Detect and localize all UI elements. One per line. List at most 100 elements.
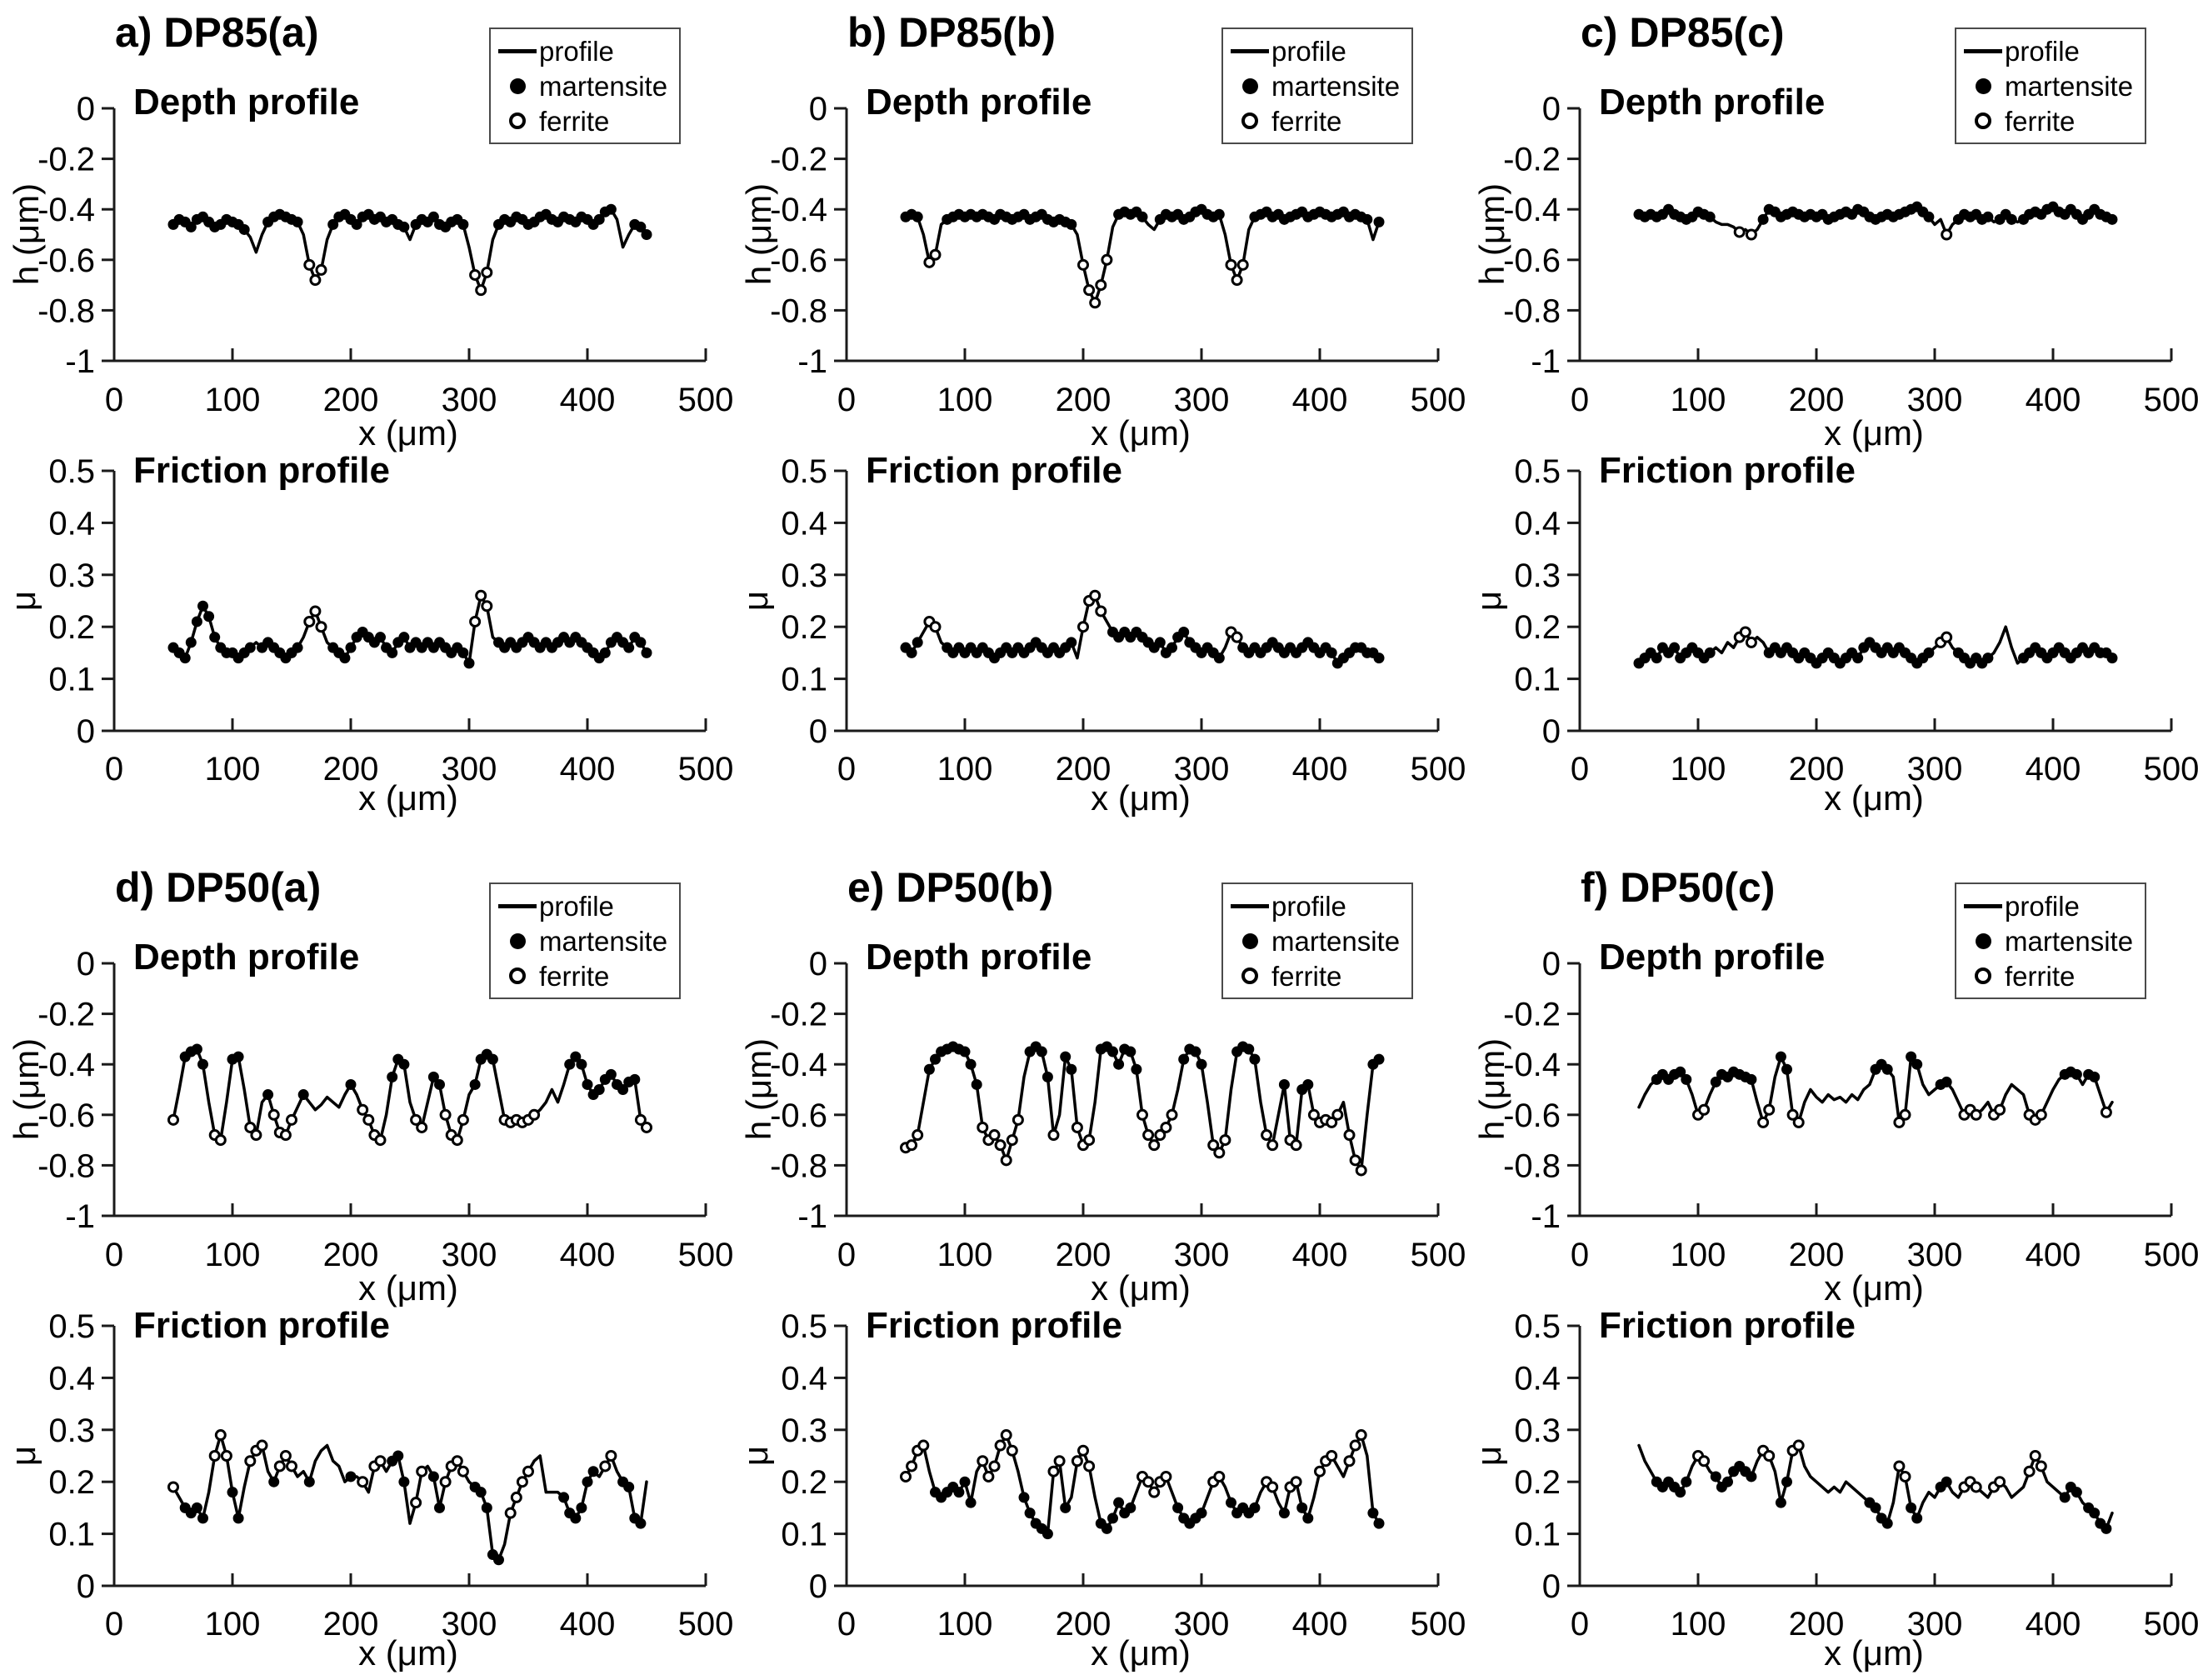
svg-text:-0.8: -0.8 (1503, 292, 1561, 329)
legend-row-profile: profile (1961, 888, 2145, 923)
panel-d: d) DP50(a) profile martensite ferrite De… (0, 855, 733, 1680)
depth-subplot-title: Depth profile (866, 82, 1092, 122)
martensite-marker-icon (1228, 932, 1271, 949)
legend-label-ferrite: ferrite (539, 105, 610, 137)
svg-text:0: 0 (77, 713, 95, 750)
friction-x-axis-label: x (μm) (1824, 1633, 1924, 1672)
depth-axes: 0 -0.2 -0.4 -0.6 -0.8 -1 0 100 200 300 400 500 (37, 946, 733, 1273)
legend-label-profile: profile (2005, 35, 2080, 67)
legend-row-martensite: martensite (496, 68, 679, 103)
svg-text:0: 0 (837, 1237, 856, 1273)
svg-text:0: 0 (1542, 1568, 1561, 1605)
legend-label-profile: profile (1271, 35, 1346, 67)
friction-profile-series (900, 1429, 1385, 1540)
svg-text:-0.8: -0.8 (37, 1148, 95, 1184)
svg-text:0: 0 (105, 1237, 123, 1273)
friction-axes: 0.5 0.4 0.3 0.2 0.1 00 100 200 300 400 500 (48, 1308, 733, 1642)
friction-axes: 0.5 0.4 0.3 0.2 0.1 00 100 200 300 400 500 (781, 453, 1466, 788)
depth-subplot-title: Depth profile (1599, 937, 1826, 978)
svg-text:0.2: 0.2 (781, 1464, 827, 1501)
svg-text:300: 300 (1907, 1237, 1963, 1273)
legend-label-ferrite: ferrite (539, 960, 610, 992)
legend-row-profile: profile (1228, 33, 1411, 68)
svg-text:300: 300 (1174, 1606, 1230, 1642)
legend: profile martensite ferrite (1955, 882, 2146, 999)
friction-axes: 0.5 0.4 0.3 0.2 0.1 00 100 200 300 400 500 (1514, 453, 2198, 788)
svg-text:0.4: 0.4 (48, 1360, 95, 1397)
profile-line-icon (1961, 48, 2005, 53)
panel-c: c) DP85(c) profile martensite ferrite De… (1466, 0, 2198, 825)
svg-text:0.2: 0.2 (48, 609, 95, 646)
svg-text:300: 300 (442, 751, 497, 788)
svg-text:-0.4: -0.4 (37, 1047, 95, 1083)
svg-text:500: 500 (678, 1606, 734, 1642)
depth-axes: 0 -0.2 -0.4 -0.6 -0.8 -1 0 100 200 300 400 500 (770, 91, 1466, 418)
profile-line-icon (1228, 48, 1271, 53)
svg-text:0.5: 0.5 (781, 453, 827, 490)
svg-text:0: 0 (837, 751, 856, 788)
depth-x-axis-label: x (μm) (358, 413, 458, 452)
legend: profile martensite ferrite (1221, 28, 1413, 144)
svg-text:200: 200 (1056, 751, 1111, 788)
svg-text:400: 400 (560, 382, 616, 418)
depth-friction-plot: 0-0.2-0.4-0.6-0.8-10 100 200 300 400 5000.50.… (1503, 946, 2198, 1642)
svg-text:-1: -1 (1531, 1198, 1561, 1235)
legend-row-ferrite: ferrite (1228, 103, 1411, 138)
svg-text:100: 100 (1671, 382, 1726, 418)
legend-row-martensite: martensite (1228, 923, 1411, 958)
svg-text:0: 0 (1542, 91, 1561, 128)
svg-text:100: 100 (937, 1237, 993, 1273)
svg-text:300: 300 (1907, 751, 1963, 788)
friction-x-axis-label: x (μm) (358, 1633, 458, 1672)
depth-profile-series (1637, 1051, 2114, 1128)
svg-text:500: 500 (2144, 382, 2198, 418)
svg-text:0.1: 0.1 (1514, 1517, 1561, 1553)
svg-text:300: 300 (442, 382, 497, 418)
depth-x-axis-label: x (μm) (1824, 413, 1924, 452)
panel-title: c) DP85(c) (1581, 9, 1785, 56)
legend-row-ferrite: ferrite (496, 103, 679, 138)
friction-profile-series (167, 589, 652, 669)
profile-line-icon (496, 48, 539, 53)
svg-text:-0.8: -0.8 (37, 292, 95, 329)
svg-text:200: 200 (1056, 1606, 1111, 1642)
svg-text:400: 400 (1292, 382, 1348, 418)
martensite-marker-icon (496, 932, 539, 949)
svg-text:400: 400 (1292, 751, 1348, 788)
depth-friction-plot: 0-0.2-0.4-0.6-0.8-10 100 200 300 400 5000.50.… (770, 946, 1466, 1642)
svg-text:400: 400 (560, 1606, 616, 1642)
svg-text:100: 100 (1671, 751, 1726, 788)
svg-text:0.1: 0.1 (48, 1517, 95, 1553)
svg-text:0.2: 0.2 (781, 609, 827, 646)
svg-text:0.5: 0.5 (781, 1308, 827, 1345)
panel-f: f) DP50(c) profile martensite ferrite De… (1466, 855, 2198, 1680)
svg-text:-0.4: -0.4 (770, 192, 827, 228)
svg-text:0.1: 0.1 (781, 1517, 827, 1553)
svg-text:0: 0 (809, 1568, 827, 1605)
svg-text:200: 200 (1789, 1237, 1845, 1273)
svg-text:0.3: 0.3 (48, 558, 95, 594)
svg-text:0: 0 (77, 1568, 95, 1605)
panel-e: e) DP50(b) profile martensite ferrite De… (732, 855, 1466, 1680)
depth-friction-plot: 0-0.2-0.4-0.6-0.8-10 100 200 300 400 5000.50.… (37, 946, 733, 1642)
friction-axes: 0.5 0.4 0.3 0.2 0.1 00 100 200 300 400 500 (781, 1308, 1466, 1642)
svg-text:0: 0 (105, 751, 123, 788)
svg-text:-0.8: -0.8 (1503, 1148, 1561, 1184)
martensite-marker-icon (496, 78, 539, 94)
legend-row-ferrite: ferrite (1228, 958, 1411, 993)
friction-subplot-title: Friction profile (1599, 1305, 1856, 1346)
svg-text:-0.8: -0.8 (770, 292, 827, 329)
svg-text:100: 100 (205, 382, 261, 418)
legend: profile martensite ferrite (1955, 28, 2146, 144)
depth-subplot-title: Depth profile (1599, 82, 1826, 122)
legend-label-ferrite: ferrite (1271, 105, 1342, 137)
legend-label-profile: profile (539, 35, 614, 67)
martensite-marker-icon (1961, 78, 2005, 94)
svg-text:-0.2: -0.2 (770, 142, 827, 178)
svg-text:-1: -1 (1531, 343, 1561, 380)
svg-text:0.4: 0.4 (781, 505, 827, 542)
svg-text:400: 400 (560, 1237, 616, 1273)
svg-text:200: 200 (1789, 382, 1845, 418)
panel-a: a) DP85(a) profile martensite ferrite De… (0, 0, 733, 825)
